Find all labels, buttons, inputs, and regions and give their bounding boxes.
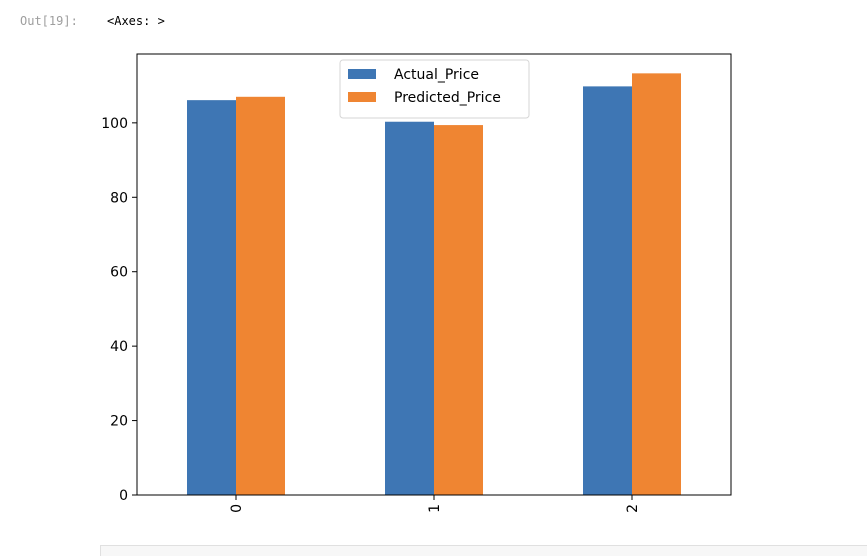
legend-label-actual-price: Actual_Price (394, 67, 479, 83)
legend: Actual_Price Predicted_Price (339, 59, 530, 119)
bar-actual-price-1 (385, 121, 434, 496)
y-tick-label-60: 60 (110, 265, 128, 281)
x-tick-label-1: 1 (427, 504, 443, 513)
x-axis: 0 1 2 (229, 495, 641, 513)
bar-actual-price-0 (187, 100, 236, 495)
legend-swatch-predicted-price (348, 92, 376, 102)
y-tick-label-0: 0 (119, 488, 128, 504)
x-tick-label-0: 0 (229, 504, 245, 513)
x-tick-label-2: 2 (625, 504, 641, 513)
bars-group (187, 73, 681, 496)
output-text: <Axes: > (107, 14, 165, 28)
y-axis: 0 20 40 60 80 100 (101, 116, 137, 504)
bar-predicted-price-0 (236, 96, 285, 495)
next-input-cell[interactable] (100, 545, 867, 556)
y-tick-label-80: 80 (110, 190, 128, 206)
legend-swatch-actual-price (348, 69, 376, 79)
bar-predicted-price-2 (632, 73, 681, 495)
output-prompt: Out[19]: (20, 14, 78, 28)
y-tick-label-40: 40 (110, 339, 128, 355)
bar-actual-price-2 (583, 86, 632, 496)
y-tick-label-20: 20 (110, 414, 128, 430)
bar-predicted-price-1 (434, 125, 483, 496)
y-tick-label-100: 100 (101, 116, 128, 132)
legend-box (339, 59, 530, 119)
legend-label-predicted-price: Predicted_Price (394, 90, 501, 106)
